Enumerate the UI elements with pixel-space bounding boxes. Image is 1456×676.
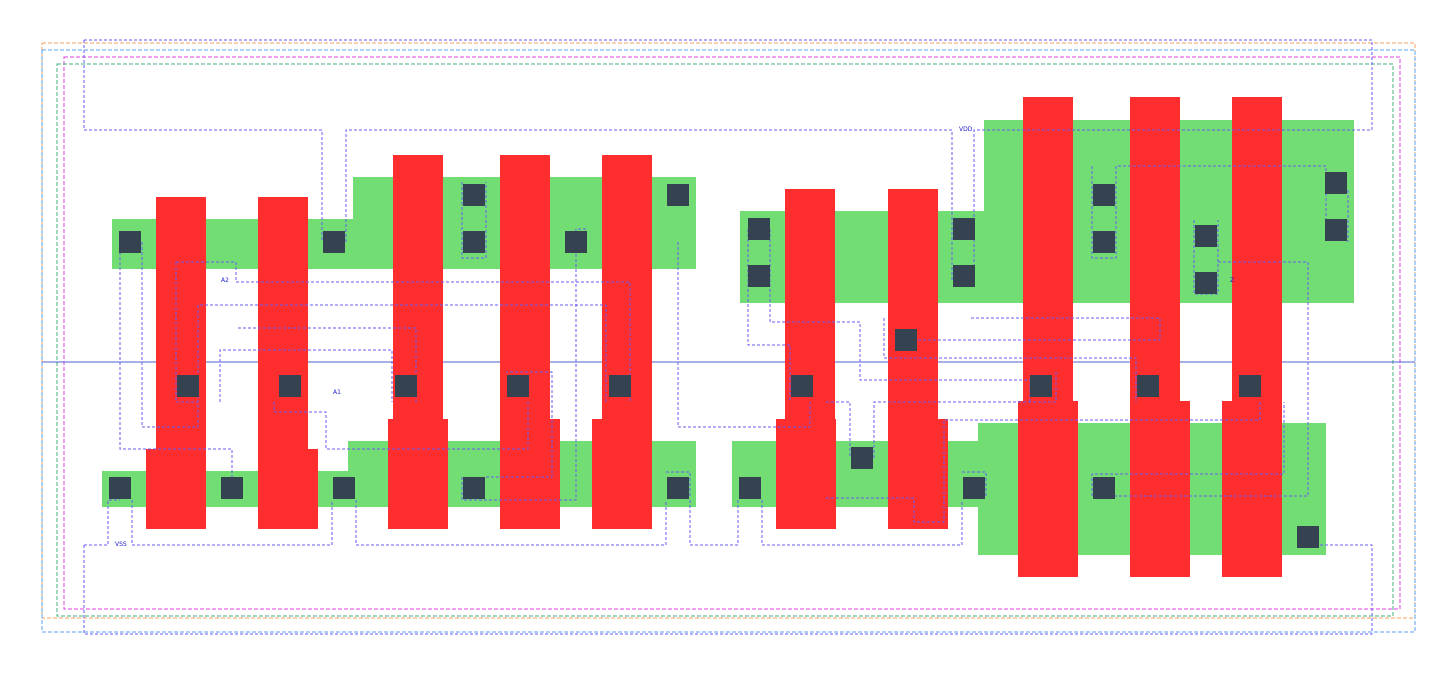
contact bbox=[791, 375, 813, 397]
route-vss-d bbox=[761, 500, 963, 546]
boundary-orange bbox=[41, 42, 1416, 619]
boundary-magenta bbox=[63, 56, 1401, 610]
route-net-q bbox=[918, 317, 1161, 341]
route-net-u bbox=[1091, 261, 1309, 497]
boundary-green bbox=[56, 63, 1394, 617]
contact bbox=[1093, 231, 1115, 253]
contact bbox=[463, 477, 485, 499]
route-net-r bbox=[826, 402, 1261, 523]
pin-labels: VDD A2 A1 Z VSS bbox=[115, 126, 1234, 548]
contact bbox=[609, 375, 631, 397]
route-vdd-rail bbox=[84, 39, 1373, 282]
contact bbox=[565, 231, 587, 253]
contact-layer bbox=[109, 172, 1347, 548]
route-net-m bbox=[769, 229, 1031, 402]
poly-gate-8 bbox=[1018, 97, 1078, 577]
contact bbox=[1239, 375, 1261, 397]
route-net-o bbox=[873, 372, 1057, 458]
contact bbox=[1093, 477, 1115, 499]
route-net-n bbox=[826, 401, 851, 458]
contact bbox=[1297, 526, 1319, 548]
contact bbox=[667, 184, 689, 206]
contact bbox=[221, 477, 243, 499]
pin-label-vss: VSS bbox=[115, 541, 127, 548]
route-vss-a bbox=[131, 500, 333, 546]
poly-gate-4 bbox=[500, 155, 560, 529]
contact bbox=[963, 477, 985, 499]
route-net-h bbox=[461, 182, 487, 259]
contact bbox=[739, 477, 761, 499]
poly-gate-6 bbox=[776, 189, 836, 529]
pin-label-a2: A2 bbox=[221, 277, 229, 284]
route-net-c bbox=[175, 262, 198, 403]
contact bbox=[1325, 172, 1347, 194]
route-vss-b bbox=[355, 500, 667, 546]
contact bbox=[1325, 219, 1347, 241]
route-net-p bbox=[883, 318, 1137, 402]
route-vss-c bbox=[689, 500, 739, 546]
contact bbox=[1195, 225, 1217, 247]
contact bbox=[1030, 375, 1052, 397]
route-vss-bottom bbox=[83, 544, 1373, 635]
route-vdd-top bbox=[83, 40, 323, 242]
contact bbox=[748, 265, 770, 287]
route-net-x bbox=[666, 471, 691, 496]
pin-label-a1: A1 bbox=[333, 389, 341, 396]
contact bbox=[1195, 272, 1217, 294]
contact bbox=[279, 375, 301, 397]
route-net-d bbox=[176, 261, 631, 402]
contact bbox=[323, 231, 345, 253]
route-net-a bbox=[119, 242, 233, 500]
contact bbox=[463, 184, 485, 206]
poly-gate-3 bbox=[388, 155, 448, 529]
polysilicon-layer bbox=[146, 97, 1282, 577]
contact bbox=[1093, 184, 1115, 206]
poly-gate-2 bbox=[258, 197, 318, 529]
contact bbox=[895, 329, 917, 351]
route-vdd-branch bbox=[345, 129, 953, 282]
route-net-k bbox=[677, 242, 811, 428]
route-vss-left bbox=[84, 499, 120, 546]
route-net-w bbox=[962, 471, 987, 496]
contact bbox=[1137, 375, 1159, 397]
routing-layer bbox=[83, 39, 1373, 635]
route-net-i bbox=[461, 228, 586, 501]
contact bbox=[395, 375, 417, 397]
contact bbox=[953, 218, 975, 240]
boundary-blue bbox=[41, 49, 1416, 633]
contact bbox=[953, 265, 975, 287]
contact bbox=[333, 477, 355, 499]
contact bbox=[667, 477, 689, 499]
route-net-f bbox=[273, 402, 529, 450]
pin-label-z: Z bbox=[1230, 277, 1234, 284]
contact bbox=[177, 375, 199, 397]
contact bbox=[463, 231, 485, 253]
contact bbox=[119, 231, 141, 253]
poly-gate-10 bbox=[1222, 97, 1282, 577]
contact bbox=[748, 218, 770, 240]
pin-label-vdd: VDD bbox=[959, 126, 973, 133]
route-net-b bbox=[141, 242, 607, 428]
poly-gate-5 bbox=[592, 155, 652, 529]
route-net-e bbox=[219, 349, 393, 402]
contact bbox=[109, 477, 131, 499]
route-net-j bbox=[486, 371, 553, 478]
poly-gate-7 bbox=[888, 189, 948, 529]
contact bbox=[851, 447, 873, 469]
contact bbox=[507, 375, 529, 397]
